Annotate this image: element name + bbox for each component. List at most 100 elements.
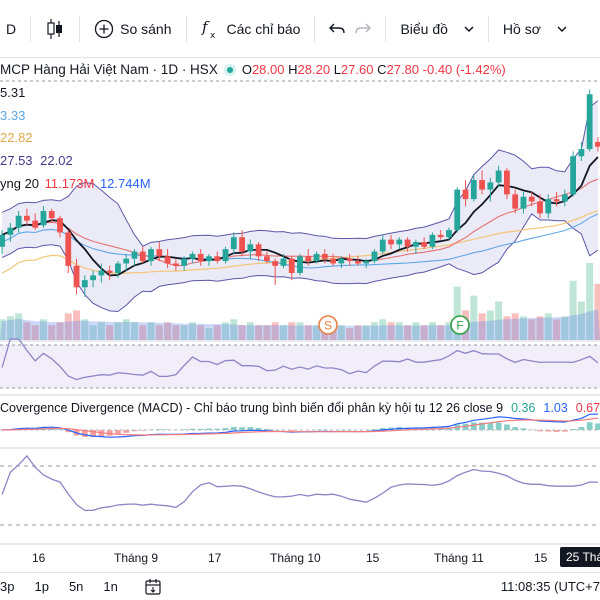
candle-body bbox=[479, 180, 485, 190]
volume-bar bbox=[279, 325, 287, 340]
volume-bar bbox=[164, 322, 172, 340]
macd-histogram-bar bbox=[379, 427, 386, 430]
volume-bar bbox=[263, 325, 271, 340]
macd-title[interactable]: Covergence Divergence (MACD) - Chỉ báo t… bbox=[0, 401, 504, 415]
volume-bar bbox=[23, 322, 31, 340]
candle-body bbox=[412, 242, 419, 247]
svg-text:f: f bbox=[201, 18, 210, 36]
low-value: 27.60 bbox=[340, 62, 374, 77]
volume-bar bbox=[48, 325, 56, 340]
candle-body bbox=[65, 232, 72, 266]
candle-body bbox=[321, 253, 328, 259]
close-value: 27.80 bbox=[386, 62, 420, 77]
macd-histogram-bar bbox=[156, 429, 163, 430]
volume-bar bbox=[56, 322, 64, 340]
candle-body bbox=[206, 256, 212, 262]
candle-body bbox=[156, 249, 163, 257]
range-button-3p[interactable]: 3p bbox=[0, 579, 15, 594]
range-button-5n[interactable]: 5n bbox=[68, 579, 84, 594]
candle-body bbox=[272, 261, 279, 266]
candle-body bbox=[437, 234, 444, 238]
candle-body bbox=[512, 194, 519, 209]
candles-type-button[interactable] bbox=[37, 11, 73, 47]
volume-bar bbox=[346, 328, 354, 340]
candle-body bbox=[90, 275, 96, 281]
macd-histogram-bar bbox=[561, 430, 568, 432]
volume-bar bbox=[39, 319, 47, 340]
time-tick: 17 bbox=[208, 551, 222, 565]
volume-bar bbox=[0, 319, 6, 340]
candle-body bbox=[197, 253, 204, 262]
toolbar-divider bbox=[79, 15, 81, 42]
symbol-legend: MCP Hàng Hải Việt Nam · 1D · HSX O28.00 … bbox=[0, 62, 506, 77]
volume-bar bbox=[495, 301, 503, 340]
indicators-button[interactable]: f x Các chỉ báo bbox=[193, 11, 309, 47]
calendar-range-icon[interactable] bbox=[144, 578, 162, 596]
macd-histogram-bar bbox=[239, 427, 245, 430]
candle-body bbox=[305, 256, 312, 262]
macd-histogram-bar bbox=[81, 430, 88, 437]
interval-button[interactable]: D bbox=[0, 11, 24, 47]
candle-body bbox=[404, 239, 411, 247]
volume-bar bbox=[561, 316, 569, 340]
range-button-1n[interactable]: 1n bbox=[103, 579, 118, 594]
volume-bar bbox=[73, 310, 81, 340]
financials-marker bbox=[450, 315, 470, 335]
volume-bar bbox=[412, 322, 420, 340]
volume-bar bbox=[586, 263, 594, 340]
volume-bar bbox=[15, 313, 23, 340]
chart-type-label: Biểu đồ bbox=[400, 20, 448, 37]
volume-bar bbox=[420, 325, 428, 340]
candle-body bbox=[7, 227, 14, 235]
time-tick: 16 bbox=[32, 551, 46, 565]
volume-bar bbox=[131, 322, 138, 340]
macd-histogram-bar bbox=[181, 429, 188, 430]
change-value: -0.40 (-1.42%) bbox=[422, 62, 506, 77]
symbol-title[interactable]: MCP Hàng Hải Việt Nam · 1D · HSX bbox=[0, 62, 218, 77]
candle-body bbox=[288, 258, 295, 273]
candle-body bbox=[528, 196, 535, 202]
redo-button[interactable] bbox=[353, 11, 379, 47]
macd-legend: Covergence Divergence (MACD) - Chỉ báo t… bbox=[0, 401, 600, 415]
interval-label: D bbox=[6, 20, 17, 37]
candle-body bbox=[247, 244, 254, 252]
macd-histogram-bar bbox=[412, 427, 419, 430]
time-axis[interactable]: 16 Tháng 9 17 Tháng 10 15 Tháng 11 15 bbox=[0, 545, 600, 569]
candle-body bbox=[189, 253, 196, 259]
undo-button[interactable] bbox=[321, 11, 353, 47]
macd-histogram-bar bbox=[115, 430, 121, 435]
volume-bar bbox=[222, 322, 229, 340]
candle-body bbox=[181, 258, 188, 266]
macd-value-histogram: 0.36 bbox=[511, 401, 536, 415]
bollinger-lower-line bbox=[1, 213, 599, 313]
range-button-1p[interactable]: 1p bbox=[34, 579, 49, 594]
candle-body bbox=[214, 256, 221, 262]
volume-bar bbox=[114, 322, 122, 340]
volume-bar bbox=[188, 322, 196, 340]
volume-bar bbox=[354, 325, 362, 340]
candle-body bbox=[148, 249, 154, 262]
macd-histogram-bar bbox=[504, 424, 510, 430]
candle-body bbox=[115, 263, 121, 273]
candle-body bbox=[264, 256, 270, 262]
oscillator-line bbox=[1, 454, 598, 512]
profile-label: Hồ sơ bbox=[502, 20, 541, 37]
candle-body bbox=[131, 251, 138, 259]
compare-button[interactable]: So sánh bbox=[86, 11, 179, 47]
macd-histogram-bar bbox=[595, 423, 600, 430]
macd-histogram-bar bbox=[164, 429, 171, 430]
volume-bar bbox=[97, 322, 105, 340]
volume-bar bbox=[180, 325, 188, 340]
chart-type-dropdown[interactable]: Biểu đồ bbox=[392, 11, 481, 47]
macd-histogram-bar bbox=[495, 422, 502, 430]
volume-bar bbox=[296, 322, 304, 340]
toolbar-divider bbox=[487, 15, 489, 42]
macd-histogram-bar bbox=[487, 422, 494, 430]
macd-histogram-bar bbox=[247, 427, 254, 430]
candle-body bbox=[545, 199, 552, 214]
macd-histogram-bar bbox=[131, 430, 138, 432]
profile-dropdown[interactable]: Hồ sơ bbox=[495, 11, 575, 47]
candle-body bbox=[495, 170, 502, 183]
clock-timezone[interactable]: 11:08:35 (UTC+7 bbox=[500, 579, 600, 594]
